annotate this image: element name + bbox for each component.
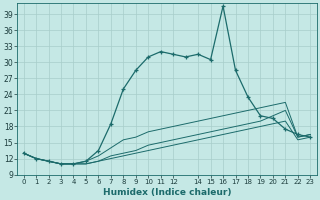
X-axis label: Humidex (Indice chaleur): Humidex (Indice chaleur): [103, 188, 231, 197]
